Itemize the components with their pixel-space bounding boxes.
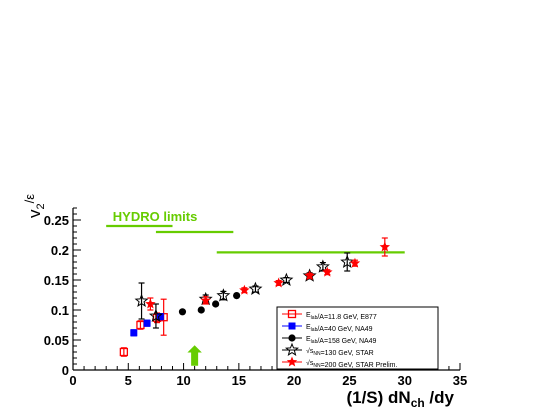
y-tick-label: 0.2: [51, 243, 69, 258]
x-tick-label: 35: [453, 373, 467, 388]
data-point-series-4: [315, 259, 330, 273]
data-point-series-4: [134, 293, 149, 307]
y-tick-label: 0.05: [44, 333, 69, 348]
legend-entry-3: Elab/A=158 GeV, NA49: [306, 336, 377, 345]
legend-marker: [288, 322, 296, 330]
x-tick-label: 5: [125, 373, 132, 388]
y-tick-label: 0: [62, 363, 69, 378]
legend-entry-4: √sNN=130 GeV, STAR: [306, 347, 374, 357]
data-point-series-4: [148, 308, 163, 322]
x-tick-label: 30: [397, 373, 411, 388]
legend-entry-5: √sNN=200 GeV, STAR Prelim.: [306, 359, 397, 369]
y-axis-title: v2/ε: [22, 194, 47, 218]
data-point-series-4: [248, 281, 263, 295]
y-tick-label: 0.1: [51, 303, 69, 318]
data-point-series-4: [340, 254, 355, 268]
data-point-series-5: [349, 257, 361, 268]
x-tick-label: 10: [176, 373, 190, 388]
data-point-series-3: [233, 292, 241, 300]
y-tick-label: 0.15: [44, 273, 69, 288]
x-axis-title: (1/S) dNch /dy: [346, 388, 454, 410]
data-point-series-5: [322, 266, 333, 277]
data-point-series-4: [279, 272, 294, 286]
data-point-series-2: [143, 319, 151, 327]
data-point-series-2: [156, 313, 164, 321]
data-point-series-4: [216, 288, 231, 302]
hydro-annotation: HYDRO limits: [113, 209, 198, 224]
x-tick-label: 15: [232, 373, 246, 388]
legend-entry-1: Elab/A=11.8 GeV, E877: [306, 312, 377, 321]
data-point-series-3: [197, 306, 205, 314]
data-point-series-5: [239, 284, 250, 295]
data-point-series-3: [212, 300, 220, 308]
data-point-series-5: [200, 294, 211, 305]
x-tick-label: 0: [69, 373, 76, 388]
y-axis-title-text: v2/ε: [22, 194, 47, 218]
legend-marker: [286, 356, 298, 367]
data-point-series-3: [178, 308, 187, 316]
legend-marker: [284, 342, 300, 356]
x-tick-label: 25: [342, 373, 356, 388]
data-point-series-5: [273, 277, 284, 288]
data-point-series-5: [145, 298, 156, 309]
x-tick-label: 20: [287, 373, 301, 388]
legend-marker: [287, 309, 297, 319]
data-point-series-5: [304, 270, 315, 281]
legend-box: [276, 306, 439, 370]
data-point-series-2: [130, 329, 138, 337]
legend-entry-2: Elab/A=40 GeV, NA49: [306, 324, 373, 333]
y-tick-label: 0.25: [44, 213, 69, 228]
arrow-marker: [187, 345, 202, 366]
data-point-series-1: [119, 347, 129, 357]
legend-marker: [288, 334, 296, 342]
data-point-series-5: [379, 241, 391, 252]
